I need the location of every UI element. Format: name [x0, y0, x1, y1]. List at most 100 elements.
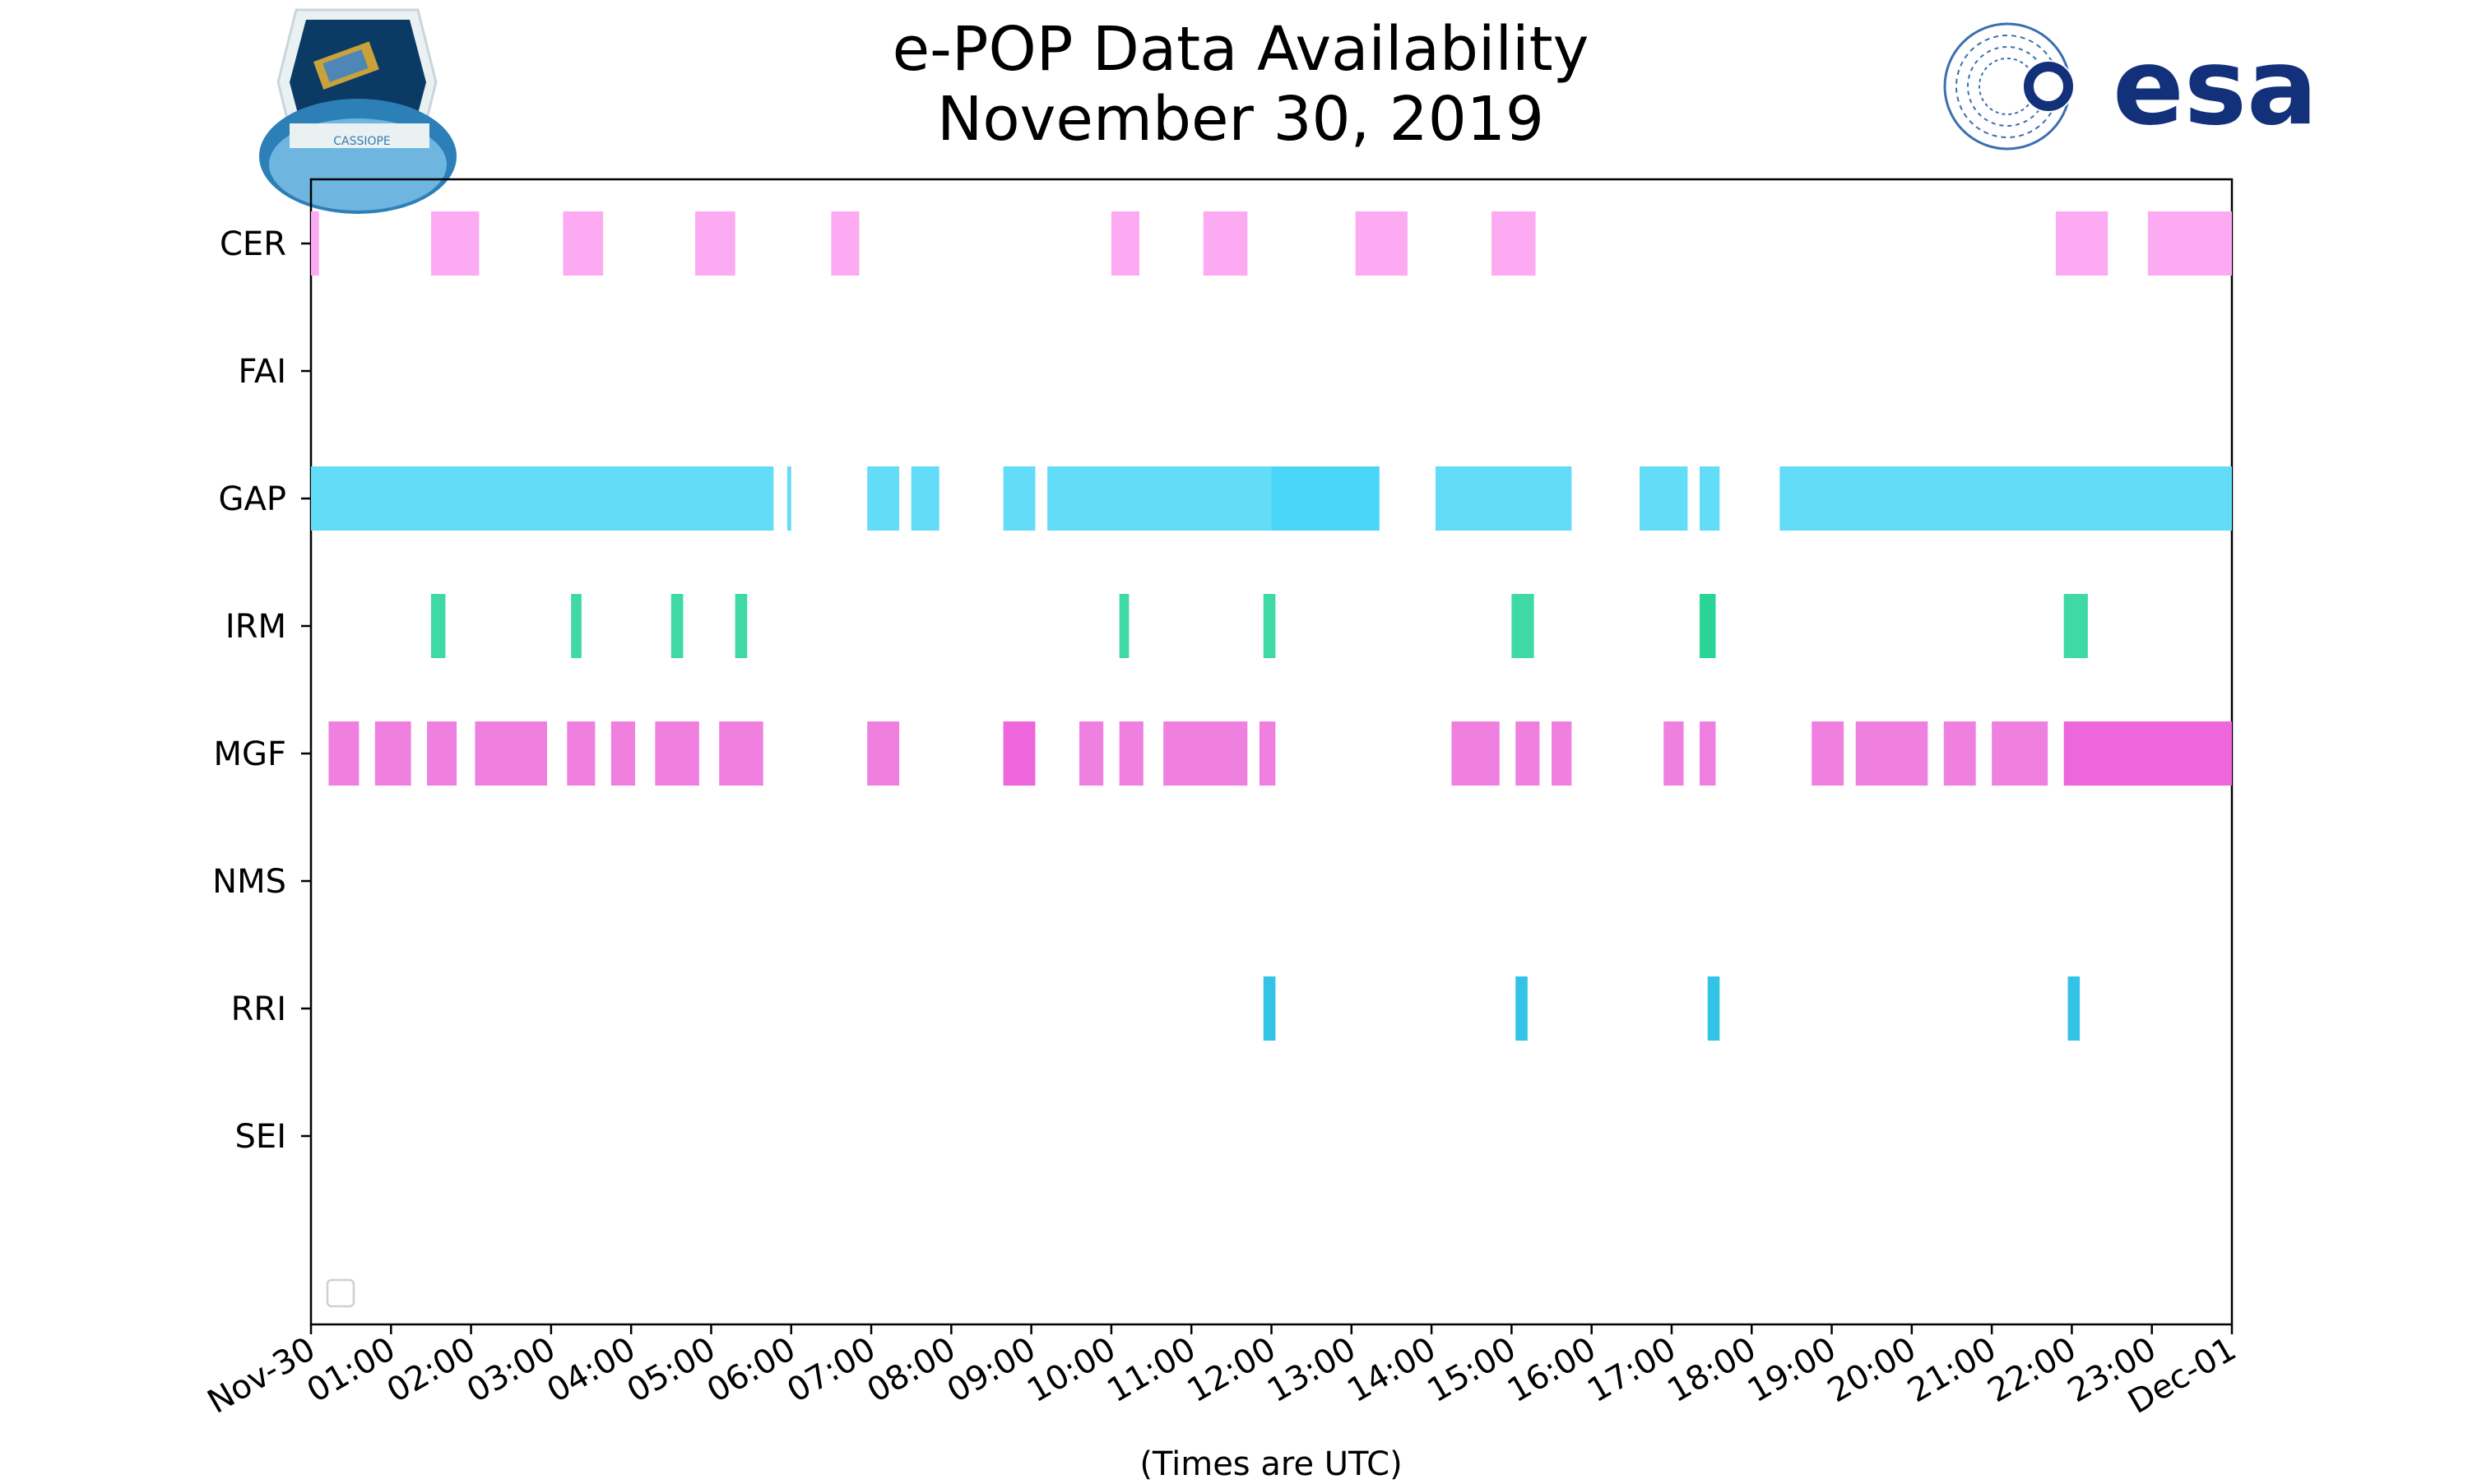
bar-mgf-3	[475, 721, 548, 786]
bar-irm-0	[430, 594, 446, 658]
x-tick-label-7: 07:00	[781, 1330, 882, 1410]
bar-gap-4	[1003, 466, 1036, 531]
bar-cer-3	[695, 211, 735, 276]
x-tick-label-11: 11:00	[1101, 1330, 1202, 1410]
y-tick-label-fai: FAI	[239, 353, 287, 391]
bar-mgf-7	[719, 721, 763, 786]
bar-mgf-17	[1663, 721, 1684, 786]
cassiope-caption: CASSIOPE	[333, 135, 391, 148]
bar-mgf-18	[1700, 721, 1716, 786]
bar-gap-3	[911, 466, 939, 531]
x-tick-label-12: 12:00	[1181, 1330, 1283, 1410]
legend-box	[326, 1278, 355, 1308]
bar-cer-5	[1111, 211, 1139, 276]
bar-irm-2	[670, 594, 684, 658]
x-tick-label-1: 01:00	[300, 1330, 401, 1410]
bar-cer-4	[831, 211, 860, 276]
bar-mgf-0	[328, 721, 360, 786]
bar-cer-0	[311, 211, 319, 276]
bar-rri-0	[1263, 976, 1276, 1041]
bar-irm-5	[1263, 594, 1276, 658]
bar-gap-9	[1700, 466, 1720, 531]
bar-gap-6	[1271, 466, 1380, 531]
bar-mgf-14	[1451, 721, 1500, 786]
esa-logo: esa	[1943, 22, 2317, 151]
y-tick-label-cer: CER	[220, 225, 286, 263]
bar-mgf-22	[1992, 721, 2048, 786]
bar-gap-7	[1435, 466, 1572, 531]
bar-rri-3	[2067, 976, 2081, 1041]
bars-layer	[311, 211, 2232, 1041]
x-tick-label-17: 17:00	[1581, 1330, 1682, 1410]
bar-mgf-9	[1003, 721, 1036, 786]
bar-gap-5	[1047, 466, 1272, 531]
x-tick-label-2: 02:00	[381, 1330, 482, 1410]
y-tick-label-sei: SEI	[235, 1118, 286, 1156]
bar-mgf-20	[1855, 721, 1928, 786]
bar-mgf-2	[427, 721, 457, 786]
bar-mgf-10	[1079, 721, 1104, 786]
x-tick-label-21: 21:00	[1901, 1330, 2002, 1410]
x-tick-label-4: 04:00	[540, 1330, 642, 1410]
y-tick-label-mgf: MGF	[213, 735, 286, 773]
x-tick-label-16: 16:00	[1501, 1330, 1603, 1410]
x-tick-label-14: 14:00	[1341, 1330, 1442, 1410]
bar-cer-2	[563, 211, 604, 276]
x-axis: Nov-3001:0002:0003:0004:0005:0006:0007:0…	[202, 1324, 2243, 1421]
bar-gap-1	[786, 466, 791, 531]
bar-mgf-1	[374, 721, 411, 786]
bar-irm-8	[2063, 594, 2088, 658]
x-tick-label-20: 20:00	[1821, 1330, 1923, 1410]
chart-title: e-POP Data Availability	[893, 14, 1589, 85]
x-tick-label-10: 10:00	[1021, 1330, 1122, 1410]
bar-rri-1	[1515, 976, 1528, 1041]
x-tick-label-6: 06:00	[701, 1330, 802, 1410]
x-tick-label-13: 13:00	[1261, 1330, 1362, 1410]
x-axis-label: (Times are UTC)	[1139, 1445, 1402, 1481]
bar-gap-0	[311, 466, 774, 531]
bar-mgf-12	[1163, 721, 1248, 786]
bar-rri-2	[1707, 976, 1720, 1041]
bar-irm-1	[571, 594, 582, 658]
y-tick-label-nms: NMS	[212, 863, 286, 901]
bar-irm-3	[735, 594, 748, 658]
y-tick-label-gap: GAP	[219, 480, 286, 518]
bar-irm-7	[1700, 594, 1716, 658]
bar-mgf-6	[655, 721, 699, 786]
x-tick-label-9: 09:00	[941, 1330, 1042, 1410]
cassiope-logo: CASSIOPE	[259, 8, 457, 214]
x-tick-label-18: 18:00	[1661, 1330, 1762, 1410]
chart-subtitle: November 30, 2019	[937, 84, 1544, 155]
x-tick-label-19: 19:00	[1742, 1330, 1843, 1410]
bar-mgf-11	[1119, 721, 1144, 786]
bar-mgf-4	[567, 721, 596, 786]
bar-mgf-5	[610, 721, 636, 786]
bar-cer-9	[2055, 211, 2108, 276]
y-tick-label-irm: IRM	[225, 608, 286, 646]
bar-mgf-21	[1943, 721, 1976, 786]
x-tick-label-5: 05:00	[621, 1330, 722, 1410]
bar-cer-10	[2147, 211, 2232, 276]
bar-mgf-13	[1259, 721, 1276, 786]
y-tick-label-rri: RRI	[231, 990, 286, 1028]
bar-mgf-16	[1552, 721, 1572, 786]
bar-cer-7	[1355, 211, 1408, 276]
x-tick-label-8: 08:00	[861, 1330, 962, 1410]
bar-mgf-15	[1515, 721, 1540, 786]
bar-cer-6	[1203, 211, 1248, 276]
bar-cer-8	[1491, 211, 1536, 276]
bar-irm-4	[1119, 594, 1130, 658]
bar-gap-10	[1779, 466, 2232, 531]
esa-logo-text: esa	[2113, 26, 2317, 149]
y-axis: CER FAI GAP IRM MGF NMS RRI SEI	[212, 225, 311, 1156]
bar-irm-6	[1511, 594, 1534, 658]
x-tick-label-22: 22:00	[1982, 1330, 2083, 1410]
x-tick-label-15: 15:00	[1422, 1330, 1523, 1410]
bar-mgf-8	[867, 721, 900, 786]
bar-mgf-23	[2063, 721, 2232, 786]
bar-mgf-19	[1812, 721, 1844, 786]
bar-gap-8	[1640, 466, 1688, 531]
bar-gap-2	[867, 466, 900, 531]
